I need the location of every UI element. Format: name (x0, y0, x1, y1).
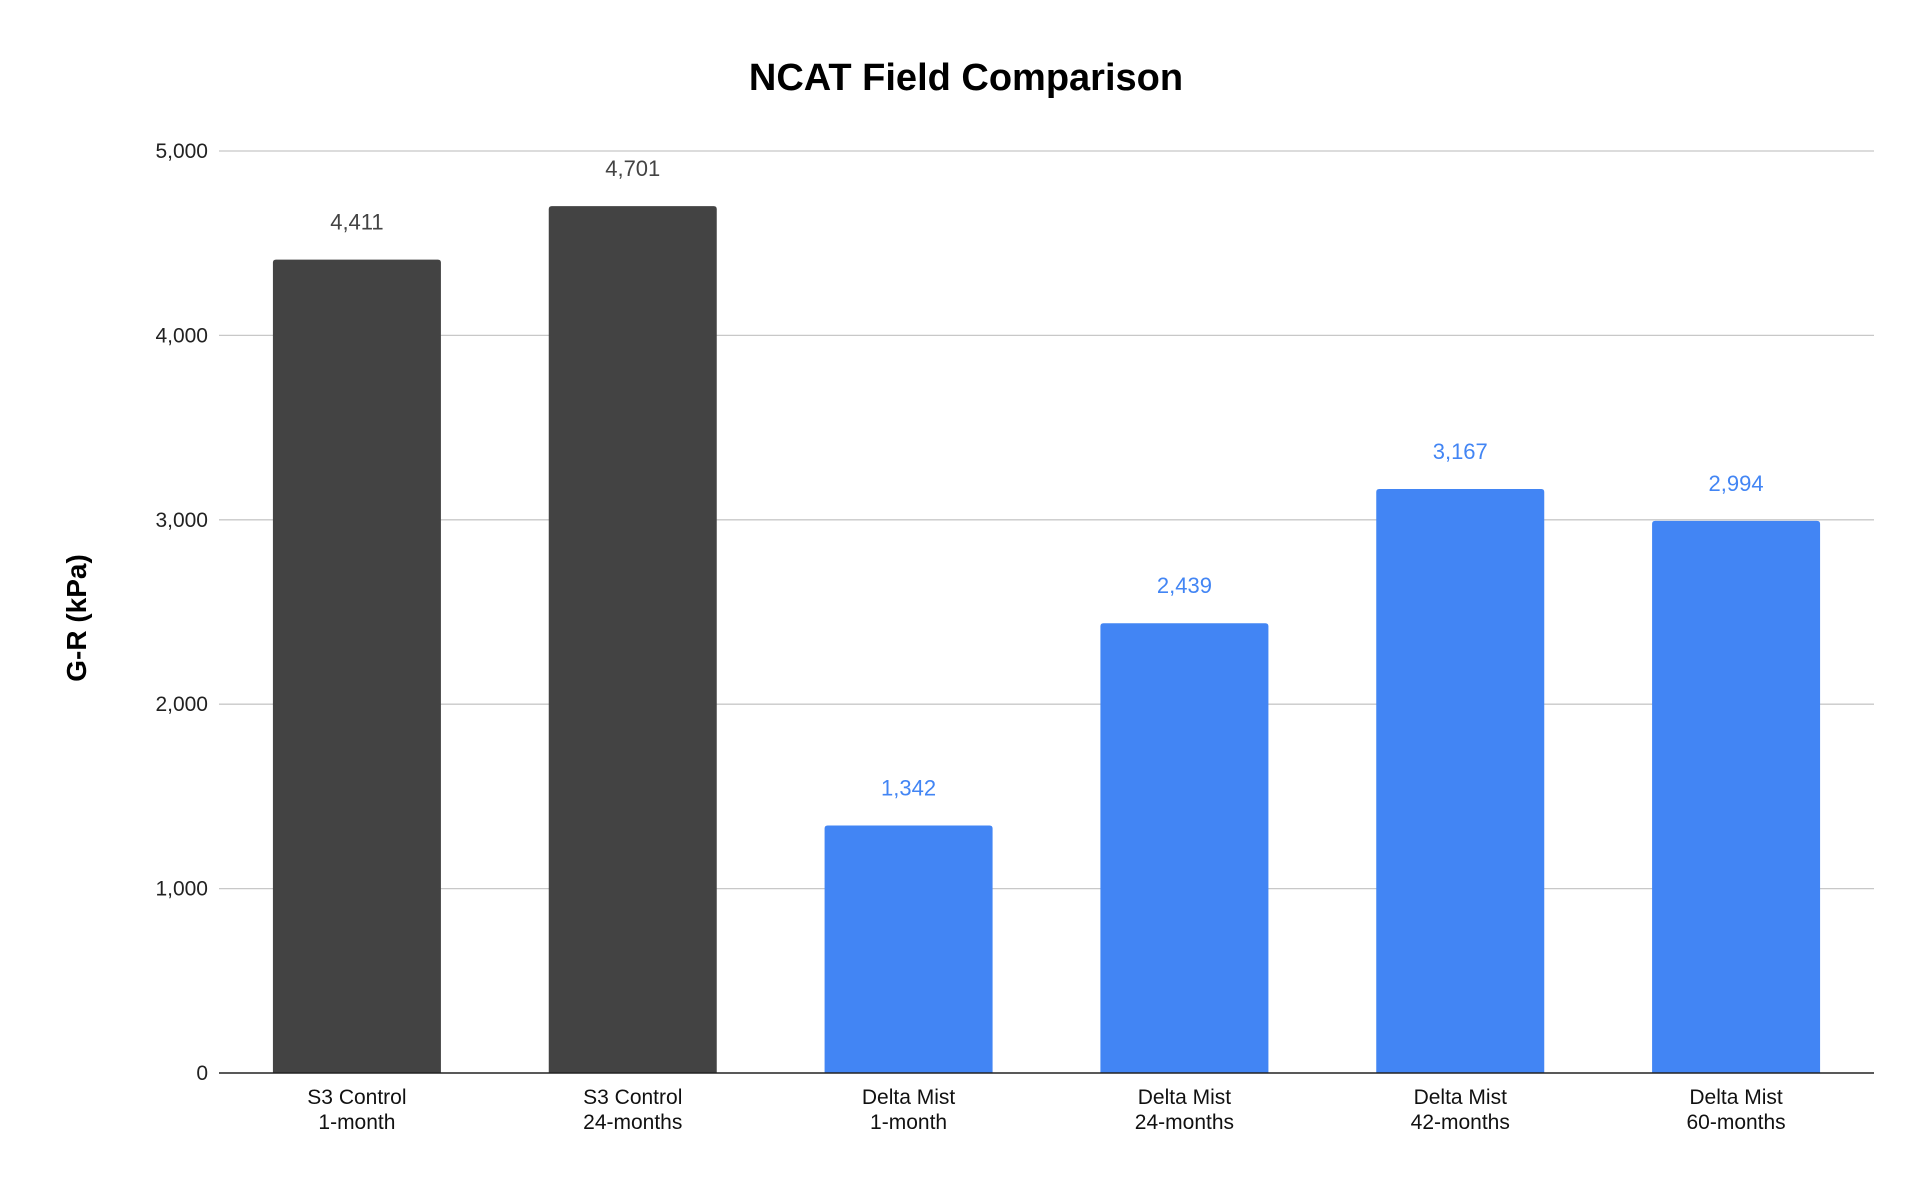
gridlines (219, 150, 1874, 890)
bars (272, 206, 1821, 1074)
y-tick-label: 4,000 (155, 324, 208, 347)
x-axis-ticks: S3 Control 1-month S3 Control 24-months Delt… (307, 1086, 1785, 1134)
bar (1652, 520, 1821, 1073)
x-tick-label: Delta Mist 60-months (1686, 1086, 1785, 1134)
bar (548, 206, 717, 1073)
y-tick-label: 5,000 (155, 140, 208, 163)
data-label: 2,439 (1157, 573, 1212, 598)
data-labels: 4,411 4,701 1,342 2,439 3,167 2,994 (330, 156, 1763, 800)
y-tick-label: 2,000 (155, 693, 208, 716)
x-tick-label: S3 Control 1-month (307, 1086, 406, 1134)
x-tick-label: Delta Mist 1-month (862, 1086, 956, 1134)
data-label: 3,167 (1433, 439, 1488, 464)
y-tick-label: 0 (196, 1062, 208, 1085)
bar (1100, 623, 1269, 1073)
y-tick-label: 3,000 (155, 509, 208, 532)
x-tick-label: S3 Control 24-months (583, 1086, 682, 1134)
bar (1376, 489, 1545, 1073)
x-tick-label: Delta Mist 42-months (1411, 1086, 1510, 1134)
y-tick-label: 1,000 (155, 878, 208, 901)
data-label: 1,342 (881, 776, 936, 801)
x-tick-label: Delta Mist 24-months (1135, 1086, 1234, 1134)
y-axis-label: G-R (kPa) (61, 554, 92, 682)
data-label: 4,411 (330, 210, 383, 235)
data-label: 4,701 (605, 156, 660, 181)
chart-title: NCAT Field Comparison (749, 57, 1183, 99)
data-label: 2,994 (1709, 471, 1764, 496)
bar (824, 825, 993, 1073)
bar (272, 259, 441, 1074)
y-axis-ticks: 0 1,000 2,000 3,000 4,000 5,000 (155, 140, 208, 1085)
